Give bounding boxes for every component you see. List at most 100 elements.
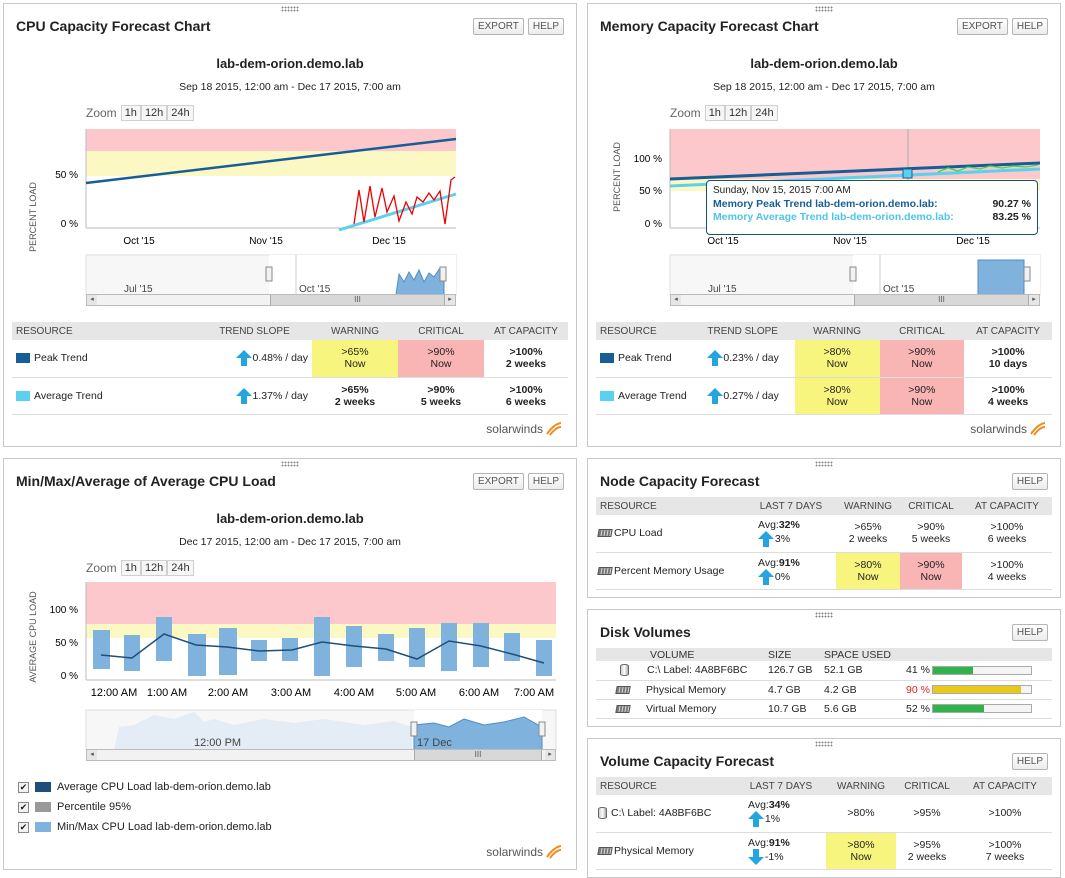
zoom-12h-button[interactable]: 12h xyxy=(140,105,168,121)
critical-when: Now xyxy=(911,395,933,408)
memory-icon xyxy=(615,685,631,694)
zoom-24h-button[interactable]: 24h xyxy=(167,105,194,121)
legend-item[interactable]: ✔ Percentile 95% xyxy=(18,801,131,813)
series-swatch xyxy=(600,353,614,364)
navigator-handle-left[interactable] xyxy=(410,721,418,737)
col-header: TREND SLOPE xyxy=(690,322,795,340)
navigator-handle-left[interactable] xyxy=(265,266,273,282)
cpu-icon xyxy=(597,529,613,538)
trend-down-icon xyxy=(748,848,764,865)
cpu-forecast-panel: CPU Capacity Forecast Chart EXPORT HELP … xyxy=(3,3,577,447)
avg-value: 91% xyxy=(768,836,790,849)
scroll-right-icon[interactable]: ▸ xyxy=(545,750,555,760)
resource-link[interactable]: Percent Memory Usage xyxy=(614,564,725,577)
zoom-1h-button[interactable]: 1h xyxy=(120,105,141,121)
warning-threshold: >80% xyxy=(823,383,851,396)
node-forecast-panel: Node Capacity Forecast HELP RESOURCE LAS… xyxy=(587,458,1061,598)
navigator-handle-right[interactable] xyxy=(1023,266,1031,282)
col-header: RESOURCE xyxy=(596,777,736,795)
resource-link[interactable]: Physical Memory xyxy=(614,844,694,857)
avg-value: 34% xyxy=(768,799,790,812)
minmax-bar xyxy=(378,634,394,661)
volume-link[interactable]: Physical Memory xyxy=(646,683,726,696)
critical-threshold: >90% xyxy=(908,346,936,359)
drag-handle-icon[interactable] xyxy=(815,612,833,618)
checkbox-checked-icon[interactable]: ✔ xyxy=(18,781,29,793)
scroll-right-icon[interactable]: ▸ xyxy=(445,295,455,305)
resource-name: Average Trend xyxy=(34,389,103,402)
checkbox-checked-icon[interactable]: ✔ xyxy=(18,801,29,813)
table-row: Peak Trend 0.23% / day >80% Now >90% Now >… xyxy=(596,340,1052,378)
scroll-right-icon[interactable]: ▸ xyxy=(1029,295,1039,305)
checkbox-checked-icon[interactable]: ✔ xyxy=(18,821,29,833)
memory-forecast-panel: Memory Capacity Forecast Chart EXPORT HE… xyxy=(587,3,1061,447)
resource-link[interactable]: CPU Load xyxy=(614,527,663,540)
capacity-threshold: >100% xyxy=(991,346,1025,359)
chart-node-title: lab-dem-orion.demo.lab xyxy=(216,511,364,526)
drag-handle-icon[interactable] xyxy=(815,741,833,747)
drag-handle-icon[interactable] xyxy=(815,6,833,12)
navigator-label: 12:00 PM xyxy=(194,737,241,749)
zoom-1h-button[interactable]: 1h xyxy=(704,105,725,121)
x-tick: Dec '15 xyxy=(956,236,990,247)
critical-threshold: >90% xyxy=(427,346,455,359)
navigator-label: Oct '15 xyxy=(883,284,915,295)
col-header: WARNING xyxy=(826,777,896,795)
volume-link[interactable]: C:\ Label: 4A8BF6BC xyxy=(647,664,748,677)
scroll-thumb[interactable]: III xyxy=(414,750,542,760)
col-header: RESOURCE xyxy=(12,322,197,340)
tooltip-peak-value: 90.27 % xyxy=(992,198,1031,210)
chart-scrollbar[interactable]: ◂ III ▸ xyxy=(86,749,556,761)
legend-item[interactable]: ✔ Average CPU Load lab-dem-orion.demo.lab xyxy=(18,781,271,793)
navigator-handle-left[interactable] xyxy=(849,266,857,282)
volume-link[interactable]: Virtual Memory xyxy=(646,702,717,715)
navigator-handle-right[interactable] xyxy=(439,266,447,282)
chart-legend: ✔ Average CPU Load lab-dem-orion.demo.lab… xyxy=(18,777,272,837)
y-tick: 0 % xyxy=(645,219,662,230)
scroll-left-icon[interactable]: ◂ xyxy=(87,750,97,760)
col-header: AT CAPACITY xyxy=(484,322,568,340)
x-tick: 1:00 AM xyxy=(147,687,187,699)
zoom-24h-button[interactable]: 24h xyxy=(167,560,194,576)
cpu-minmax-chart[interactable]: AVERAGE CPU LOAD 100 % 50 % 0 % 12:00 AM… xyxy=(4,577,578,767)
zoom-24h-button[interactable]: 24h xyxy=(751,105,778,121)
export-button[interactable]: EXPORT xyxy=(472,18,524,35)
drag-handle-icon[interactable] xyxy=(281,461,299,467)
export-button[interactable]: EXPORT xyxy=(472,473,524,490)
help-button[interactable]: HELP xyxy=(1011,18,1048,35)
zoom-12h-button[interactable]: 12h xyxy=(724,105,752,121)
chart-node-title: lab-dem-orion.demo.lab xyxy=(216,56,364,71)
x-tick: 5:00 AM xyxy=(396,687,436,699)
x-tick: 6:00 AM xyxy=(459,687,499,699)
navigator-label: 17 Dec xyxy=(417,737,452,749)
cpu-forecast-chart[interactable]: PERCENT LOAD 50 % 0 % Oct '15 Nov '15 De… xyxy=(4,122,578,312)
legend-item[interactable]: ✔ Min/Max CPU Load lab-dem-orion.demo.lab xyxy=(18,821,272,833)
x-tick: 12:00 AM xyxy=(91,687,137,699)
series-swatch xyxy=(16,353,30,364)
help-button[interactable]: HELP xyxy=(1011,624,1048,641)
chart-date-range: Dec 17 2015, 12:00 am - Dec 17 2015, 7:0… xyxy=(179,536,401,548)
navigator-handle-right[interactable] xyxy=(538,721,546,737)
scroll-thumb[interactable]: III xyxy=(854,295,1029,305)
help-button[interactable]: HELP xyxy=(527,473,564,490)
peak-trend-line xyxy=(669,161,1041,181)
export-button[interactable]: EXPORT xyxy=(956,18,1008,35)
help-button[interactable]: HELP xyxy=(527,18,564,35)
resource-link[interactable]: C:\ Label: 4A8BF6BC xyxy=(611,807,712,820)
drag-handle-icon[interactable] xyxy=(281,6,299,12)
chart-scrollbar[interactable]: ◂ III ▸ xyxy=(86,294,456,306)
chart-scrollbar[interactable]: ◂ III ▸ xyxy=(670,294,1040,306)
chart-date-range: Sep 18 2015, 12:00 am - Dec 17 2015, 7:0… xyxy=(713,81,935,93)
scroll-thumb[interactable]: III xyxy=(270,295,445,305)
zoom-12h-button[interactable]: 12h xyxy=(140,560,168,576)
scroll-left-icon[interactable]: ◂ xyxy=(87,295,97,305)
help-button[interactable]: HELP xyxy=(1011,473,1048,490)
help-button[interactable]: HELP xyxy=(1011,753,1048,770)
usage-bar xyxy=(932,704,1032,714)
volume-forecast-panel: Volume Capacity Forecast HELP RESOURCE L… xyxy=(587,738,1061,878)
scroll-left-icon[interactable]: ◂ xyxy=(671,295,681,305)
warning-threshold: >80% xyxy=(823,346,851,359)
zoom-1h-button[interactable]: 1h xyxy=(120,560,141,576)
drag-handle-icon[interactable] xyxy=(815,461,833,467)
capacity-when: 10 days xyxy=(988,358,1028,371)
